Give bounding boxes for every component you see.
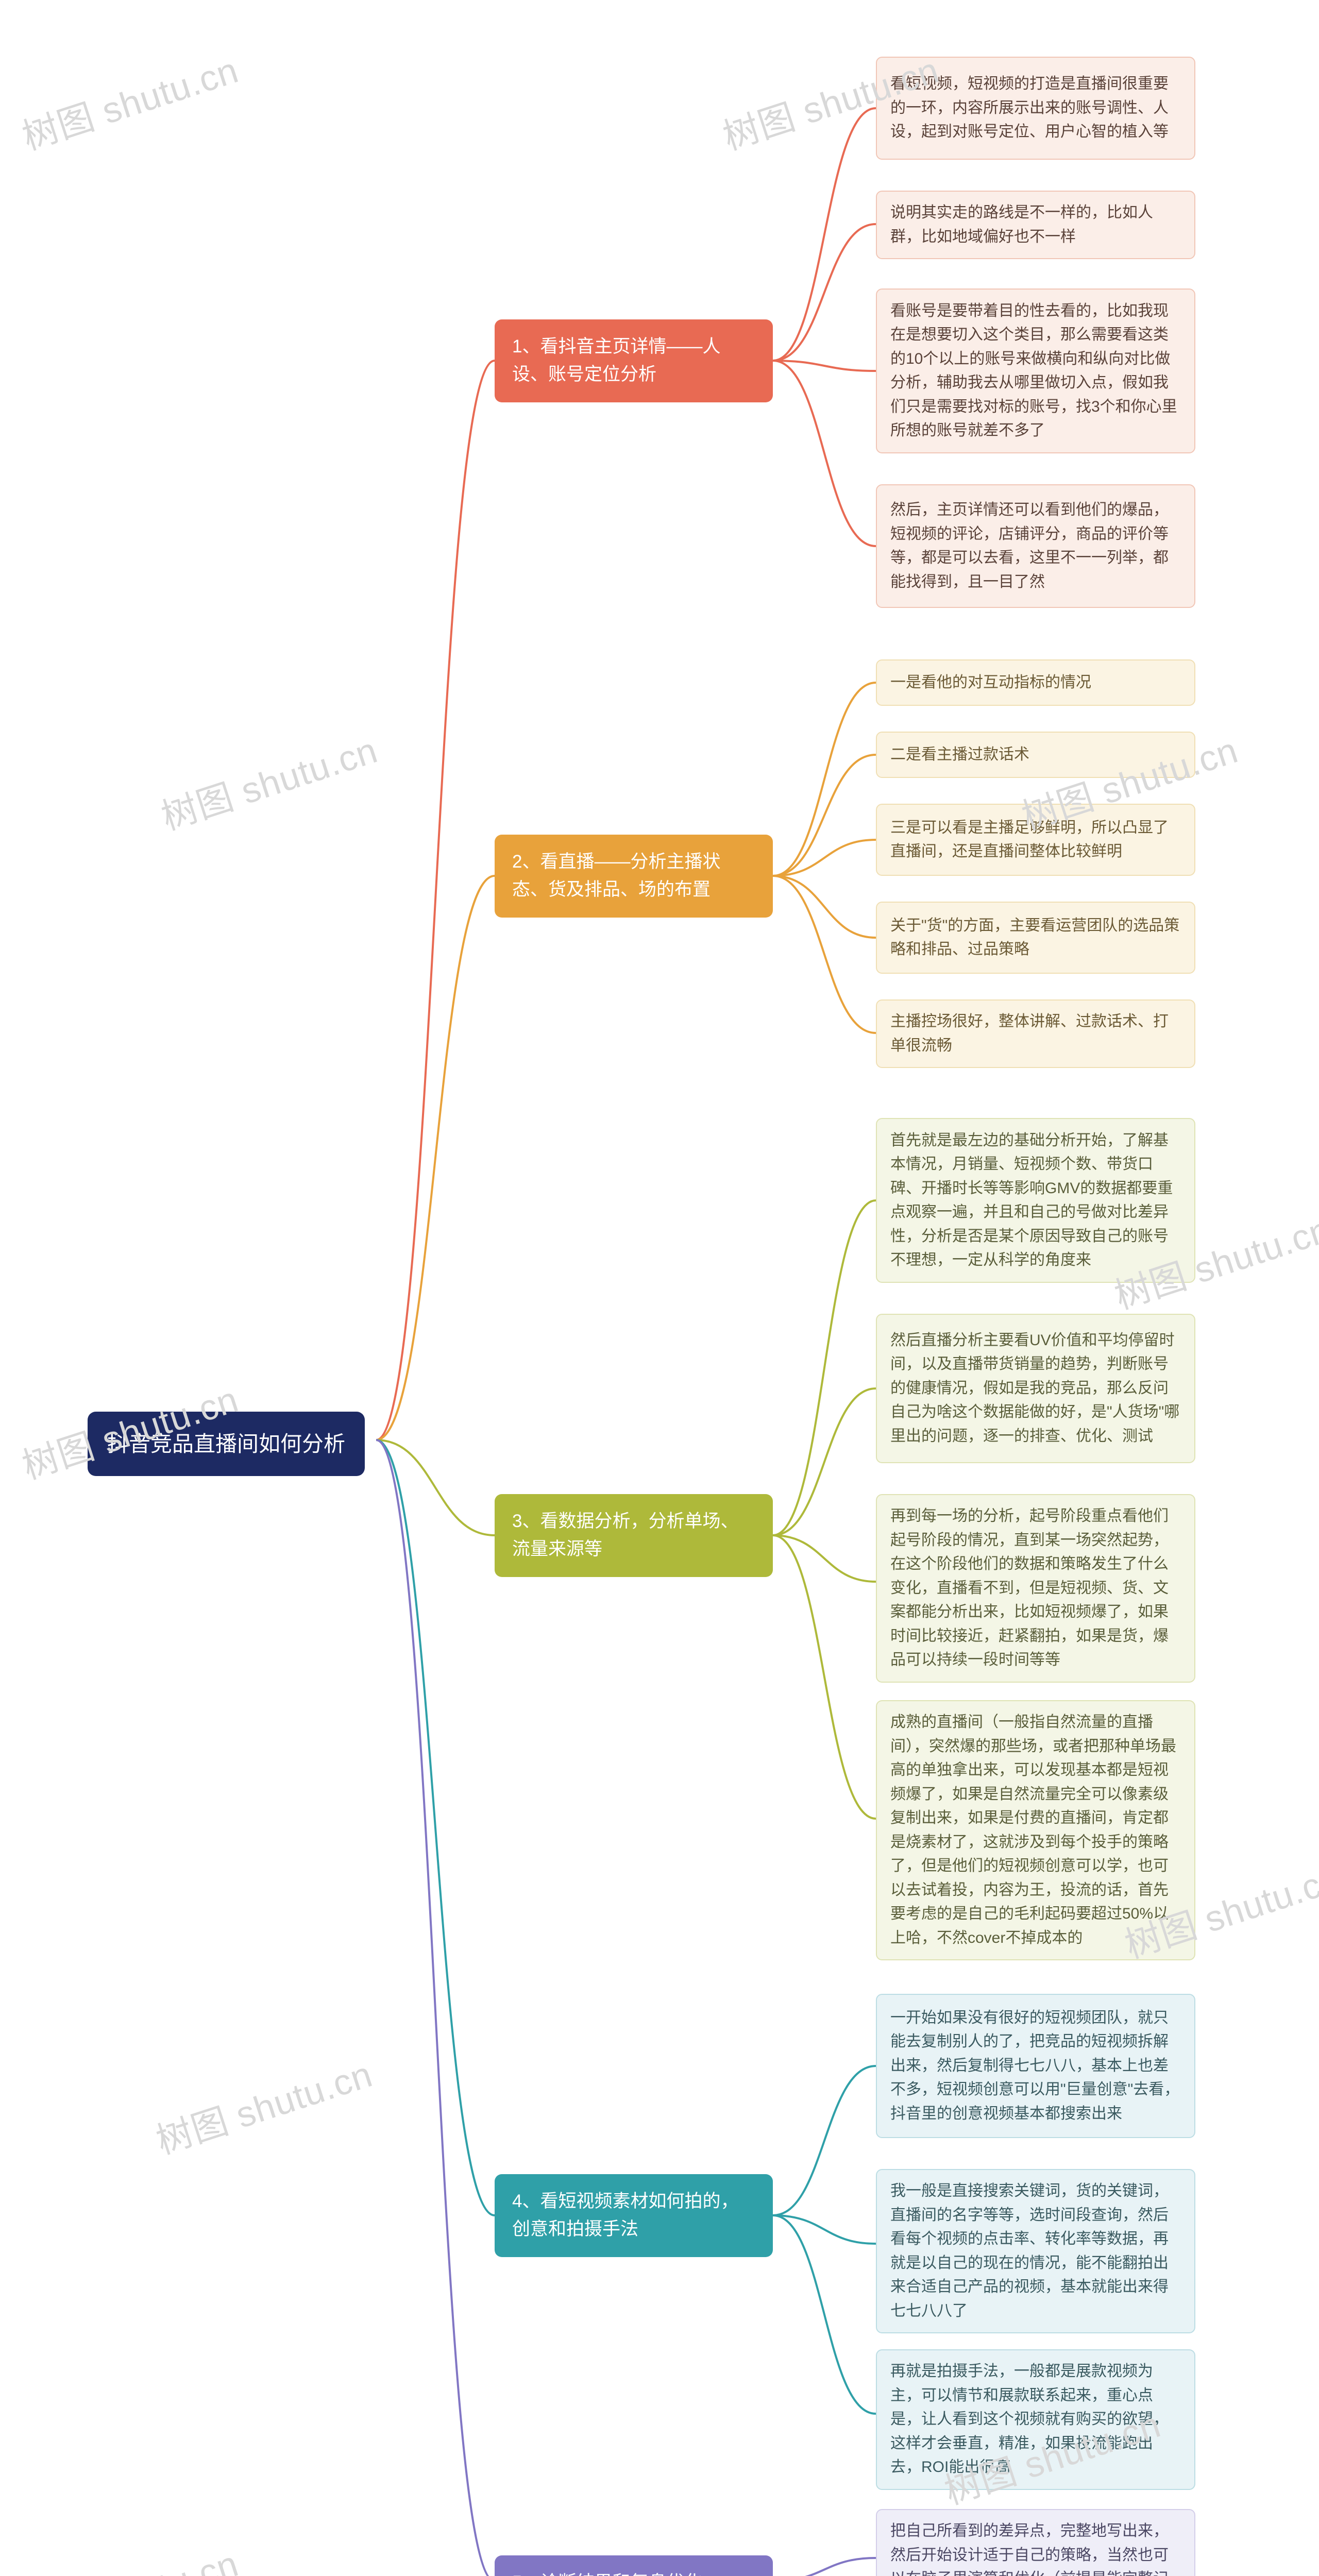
leaf-node-2-5: 主播控场很好，整体讲解、过款话术、打单很流畅 — [876, 999, 1195, 1068]
leaf-node-3-4: 成熟的直播间（一般指自然流量的直播间），突然爆的那些场，或者把那种单场最高的单独… — [876, 1700, 1195, 1960]
leaf-label: 一开始如果没有很好的短视频团队，就只能去复制别人的了，把竞品的短视频拆解出来，然… — [890, 2006, 1181, 2126]
leaf-label: 然后直播分析主要看UV价值和平均停留时间，以及直播带货销量的趋势，判断账号的健康… — [890, 1329, 1181, 1449]
watermark: 树图 shutu.cn — [15, 2535, 244, 2576]
branch-node-2: 2、看直播——分析主播状态、货及排品、场的布置 — [495, 835, 773, 918]
leaf-label: 首先就是最左边的基础分析开始，了解基本情况，月销量、短视频个数、带货口碑、开播时… — [890, 1129, 1181, 1273]
branch-node-3: 3、看数据分析，分析单场、流量来源等 — [495, 1494, 773, 1577]
leaf-node-2-3: 三是可以看是主播足够鲜明，所以凸显了直播间，还是直播间整体比较鲜明 — [876, 804, 1195, 876]
leaf-label: 主播控场很好，整体讲解、过款话术、打单很流畅 — [890, 1010, 1181, 1058]
mindmap-canvas: 抖音竞品直播间如何分析 1、看抖音主页详情——人设、账号定位分析 看短视频，短视频… — [0, 0, 1319, 2576]
leaf-node-2-2: 二是看主播过款话术 — [876, 732, 1195, 778]
leaf-label: 我一般是直接搜索关键词，货的关键词，直播间的名字等等，选时间段查询，然后看每个视… — [890, 2179, 1181, 2323]
leaf-label: 看账号是要带着目的性去看的，比如我现在是想要切入这个类目，那么需要看这类的10个… — [890, 299, 1181, 443]
leaf-label: 三是可以看是主播足够鲜明，所以凸显了直播间，还是直播间整体比较鲜明 — [890, 816, 1181, 864]
leaf-label: 看短视频，短视频的打造是直播间很重要的一环，内容所展示出来的账号调性、人设，起到… — [890, 72, 1181, 144]
leaf-label: 然后，主页详情还可以看到他们的爆品，短视频的评论，店铺评分，商品的评价等等，都是… — [890, 498, 1181, 594]
leaf-label: 说明其实走的路线是不一样的，比如人群，比如地域偏好也不一样 — [890, 201, 1181, 249]
watermark: 树图 shutu.cn — [149, 2045, 378, 2164]
branch-label: 3、看数据分析，分析单场、流量来源等 — [512, 1507, 755, 1564]
branch-label: 1、看抖音主页详情——人设、账号定位分析 — [512, 333, 755, 389]
branch-node-4: 4、看短视频素材如何拍的，创意和拍摄手法 — [495, 2174, 773, 2257]
root-label: 抖音竞品直播间如何分析 — [107, 1427, 345, 1461]
root-node: 抖音竞品直播间如何分析 — [88, 1412, 365, 1476]
leaf-node-1-3: 看账号是要带着目的性去看的，比如我现在是想要切入这个类目，那么需要看这类的10个… — [876, 289, 1195, 453]
branch-label: 5、诊断结果和复盘优化 — [512, 2569, 702, 2576]
leaf-node-1-2: 说明其实走的路线是不一样的，比如人群，比如地域偏好也不一样 — [876, 191, 1195, 259]
branch-node-1: 1、看抖音主页详情——人设、账号定位分析 — [495, 319, 773, 402]
leaf-node-3-3: 再到每一场的分析，起号阶段重点看他们起号阶段的情况，直到某一场突然起势，在这个阶… — [876, 1494, 1195, 1683]
leaf-node-4-1: 一开始如果没有很好的短视频团队，就只能去复制别人的了，把竞品的短视频拆解出来，然… — [876, 1994, 1195, 2138]
leaf-node-2-1: 一是看他的对互动指标的情况 — [876, 659, 1195, 706]
branch-label: 2、看直播——分析主播状态、货及排品、场的布置 — [512, 848, 755, 904]
leaf-label: 关于"货"的方面，主要看运营团队的选品策略和排品、过品策略 — [890, 914, 1181, 962]
branch-node-5: 5、诊断结果和复盘优化 — [495, 2555, 773, 2576]
watermark: 树图 shutu.cn — [15, 41, 244, 160]
leaf-node-3-2: 然后直播分析主要看UV价值和平均停留时间，以及直播带货销量的趋势，判断账号的健康… — [876, 1314, 1195, 1463]
leaf-node-4-2: 我一般是直接搜索关键词，货的关键词，直播间的名字等等，选时间段查询，然后看每个视… — [876, 2169, 1195, 2333]
leaf-label: 二是看主播过款话术 — [890, 743, 1029, 767]
leaf-node-1-1: 看短视频，短视频的打造是直播间很重要的一环，内容所展示出来的账号调性、人设，起到… — [876, 57, 1195, 160]
leaf-node-1-4: 然后，主页详情还可以看到他们的爆品，短视频的评论，店铺评分，商品的评价等等，都是… — [876, 484, 1195, 608]
leaf-node-4-3: 再就是拍摄手法，一般都是展款视频为主，可以情节和展款联系起来，重心点是，让人看到… — [876, 2349, 1195, 2490]
leaf-node-3-1: 首先就是最左边的基础分析开始，了解基本情况，月销量、短视频个数、带货口碑、开播时… — [876, 1118, 1195, 1283]
leaf-node-5-1: 把自己所看到的差异点，完整地写出来，然后开始设计适于自己的策略，当然也可以在脑子… — [876, 2509, 1195, 2576]
watermark: 树图 shutu.cn — [154, 721, 383, 840]
branch-label: 4、看短视频素材如何拍的，创意和拍摄手法 — [512, 2188, 755, 2244]
leaf-node-2-4: 关于"货"的方面，主要看运营团队的选品策略和排品、过品策略 — [876, 902, 1195, 974]
leaf-label: 再到每一场的分析，起号阶段重点看他们起号阶段的情况，直到某一场突然起势，在这个阶… — [890, 1504, 1181, 1672]
leaf-label: 成熟的直播间（一般指自然流量的直播间），突然爆的那些场，或者把那种单场最高的单独… — [890, 1710, 1181, 1950]
leaf-label: 再就是拍摄手法，一般都是展款视频为主，可以情节和展款联系起来，重心点是，让人看到… — [890, 2360, 1181, 2480]
leaf-label: 把自己所看到的差异点，完整地写出来，然后开始设计适于自己的策略，当然也可以在脑子… — [890, 2519, 1181, 2576]
leaf-label: 一是看他的对互动指标的情况 — [890, 671, 1091, 695]
